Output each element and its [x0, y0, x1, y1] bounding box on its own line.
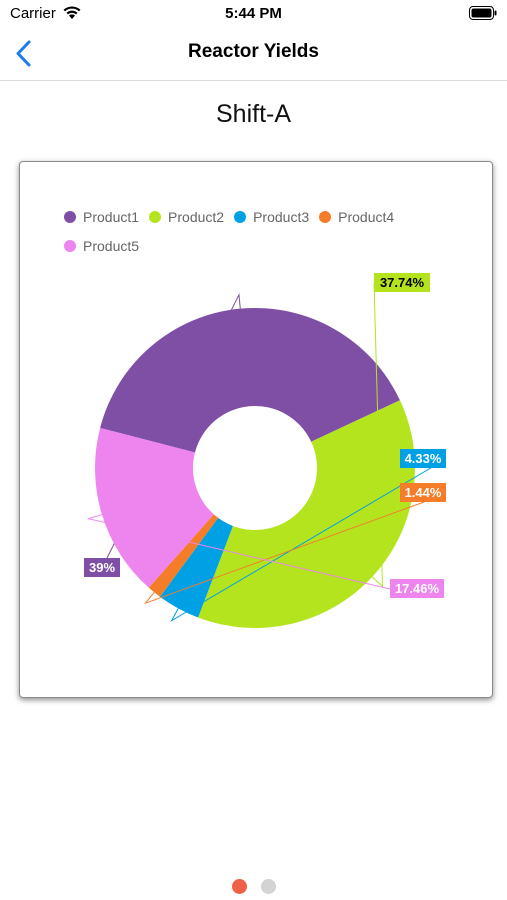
legend-item-product5[interactable]: Product5	[64, 231, 139, 260]
page-title: Shift-A	[215, 100, 292, 128]
donut-chart: 39% 37.74% 4.33% 1.44% 17.46%	[84, 273, 447, 628]
slice-product1[interactable]	[100, 307, 400, 453]
status-bar: Carrier 5:44 PM	[0, 0, 507, 28]
legend-swatch	[149, 210, 162, 223]
slice-product3[interactable]	[159, 517, 233, 618]
chart-legend: Product1 Product2 Product3 Product4 Product5	[64, 202, 464, 260]
status-time: 5:44 PM	[225, 5, 282, 22]
legend-item-product2[interactable]: Product2	[149, 202, 224, 231]
legend-swatch	[64, 239, 76, 252]
data-label-product1: 39%	[89, 560, 115, 575]
leader-line	[86, 514, 391, 590]
navigation-bar: Reactor Yields	[0, 28, 507, 81]
chart-card: Product1 Product2 Product3 Product4 Product5…	[19, 161, 493, 698]
slice-product5[interactable]	[94, 427, 214, 588]
data-label-product2: 37.74%	[380, 275, 425, 290]
legend-swatch	[64, 210, 76, 223]
data-label-box	[390, 579, 444, 598]
legend-item-product3[interactable]: Product3	[234, 202, 309, 231]
data-label-product3: 4.33%	[405, 451, 442, 466]
leader-line	[371, 282, 384, 588]
slice-product2[interactable]	[198, 400, 416, 628]
page-indicator	[0, 879, 507, 899]
page-dot[interactable]	[260, 879, 276, 894]
data-label-product4: 1.44%	[405, 485, 442, 500]
legend-label: Product3	[253, 208, 310, 225]
wifi-icon	[63, 6, 81, 19]
legend-label: Product1	[83, 208, 140, 225]
legend-swatch	[234, 210, 247, 223]
data-label-box	[374, 273, 430, 292]
legend-label: Product2	[168, 208, 225, 225]
legend-item-product1[interactable]: Product1	[64, 202, 139, 231]
legend-label: Product4	[338, 208, 395, 225]
leader-line	[143, 493, 447, 605]
data-label-box	[400, 483, 446, 502]
legend-item-product4[interactable]: Product4	[319, 202, 394, 231]
chevron-left-icon	[16, 40, 31, 67]
battery-icon	[469, 6, 497, 20]
slice-product4[interactable]	[148, 514, 219, 597]
legend-swatch	[319, 210, 332, 223]
data-label-box	[84, 558, 120, 577]
back-button[interactable]	[10, 38, 40, 70]
legend-label: Product5	[83, 237, 140, 254]
carrier-label: Carrier	[10, 5, 56, 22]
data-label-box	[400, 449, 446, 468]
data-label-product5: 17.46%	[395, 581, 440, 596]
nav-title: Reactor Yields	[188, 41, 319, 62]
leader-line	[170, 458, 447, 623]
page-dot[interactable]	[231, 879, 247, 894]
